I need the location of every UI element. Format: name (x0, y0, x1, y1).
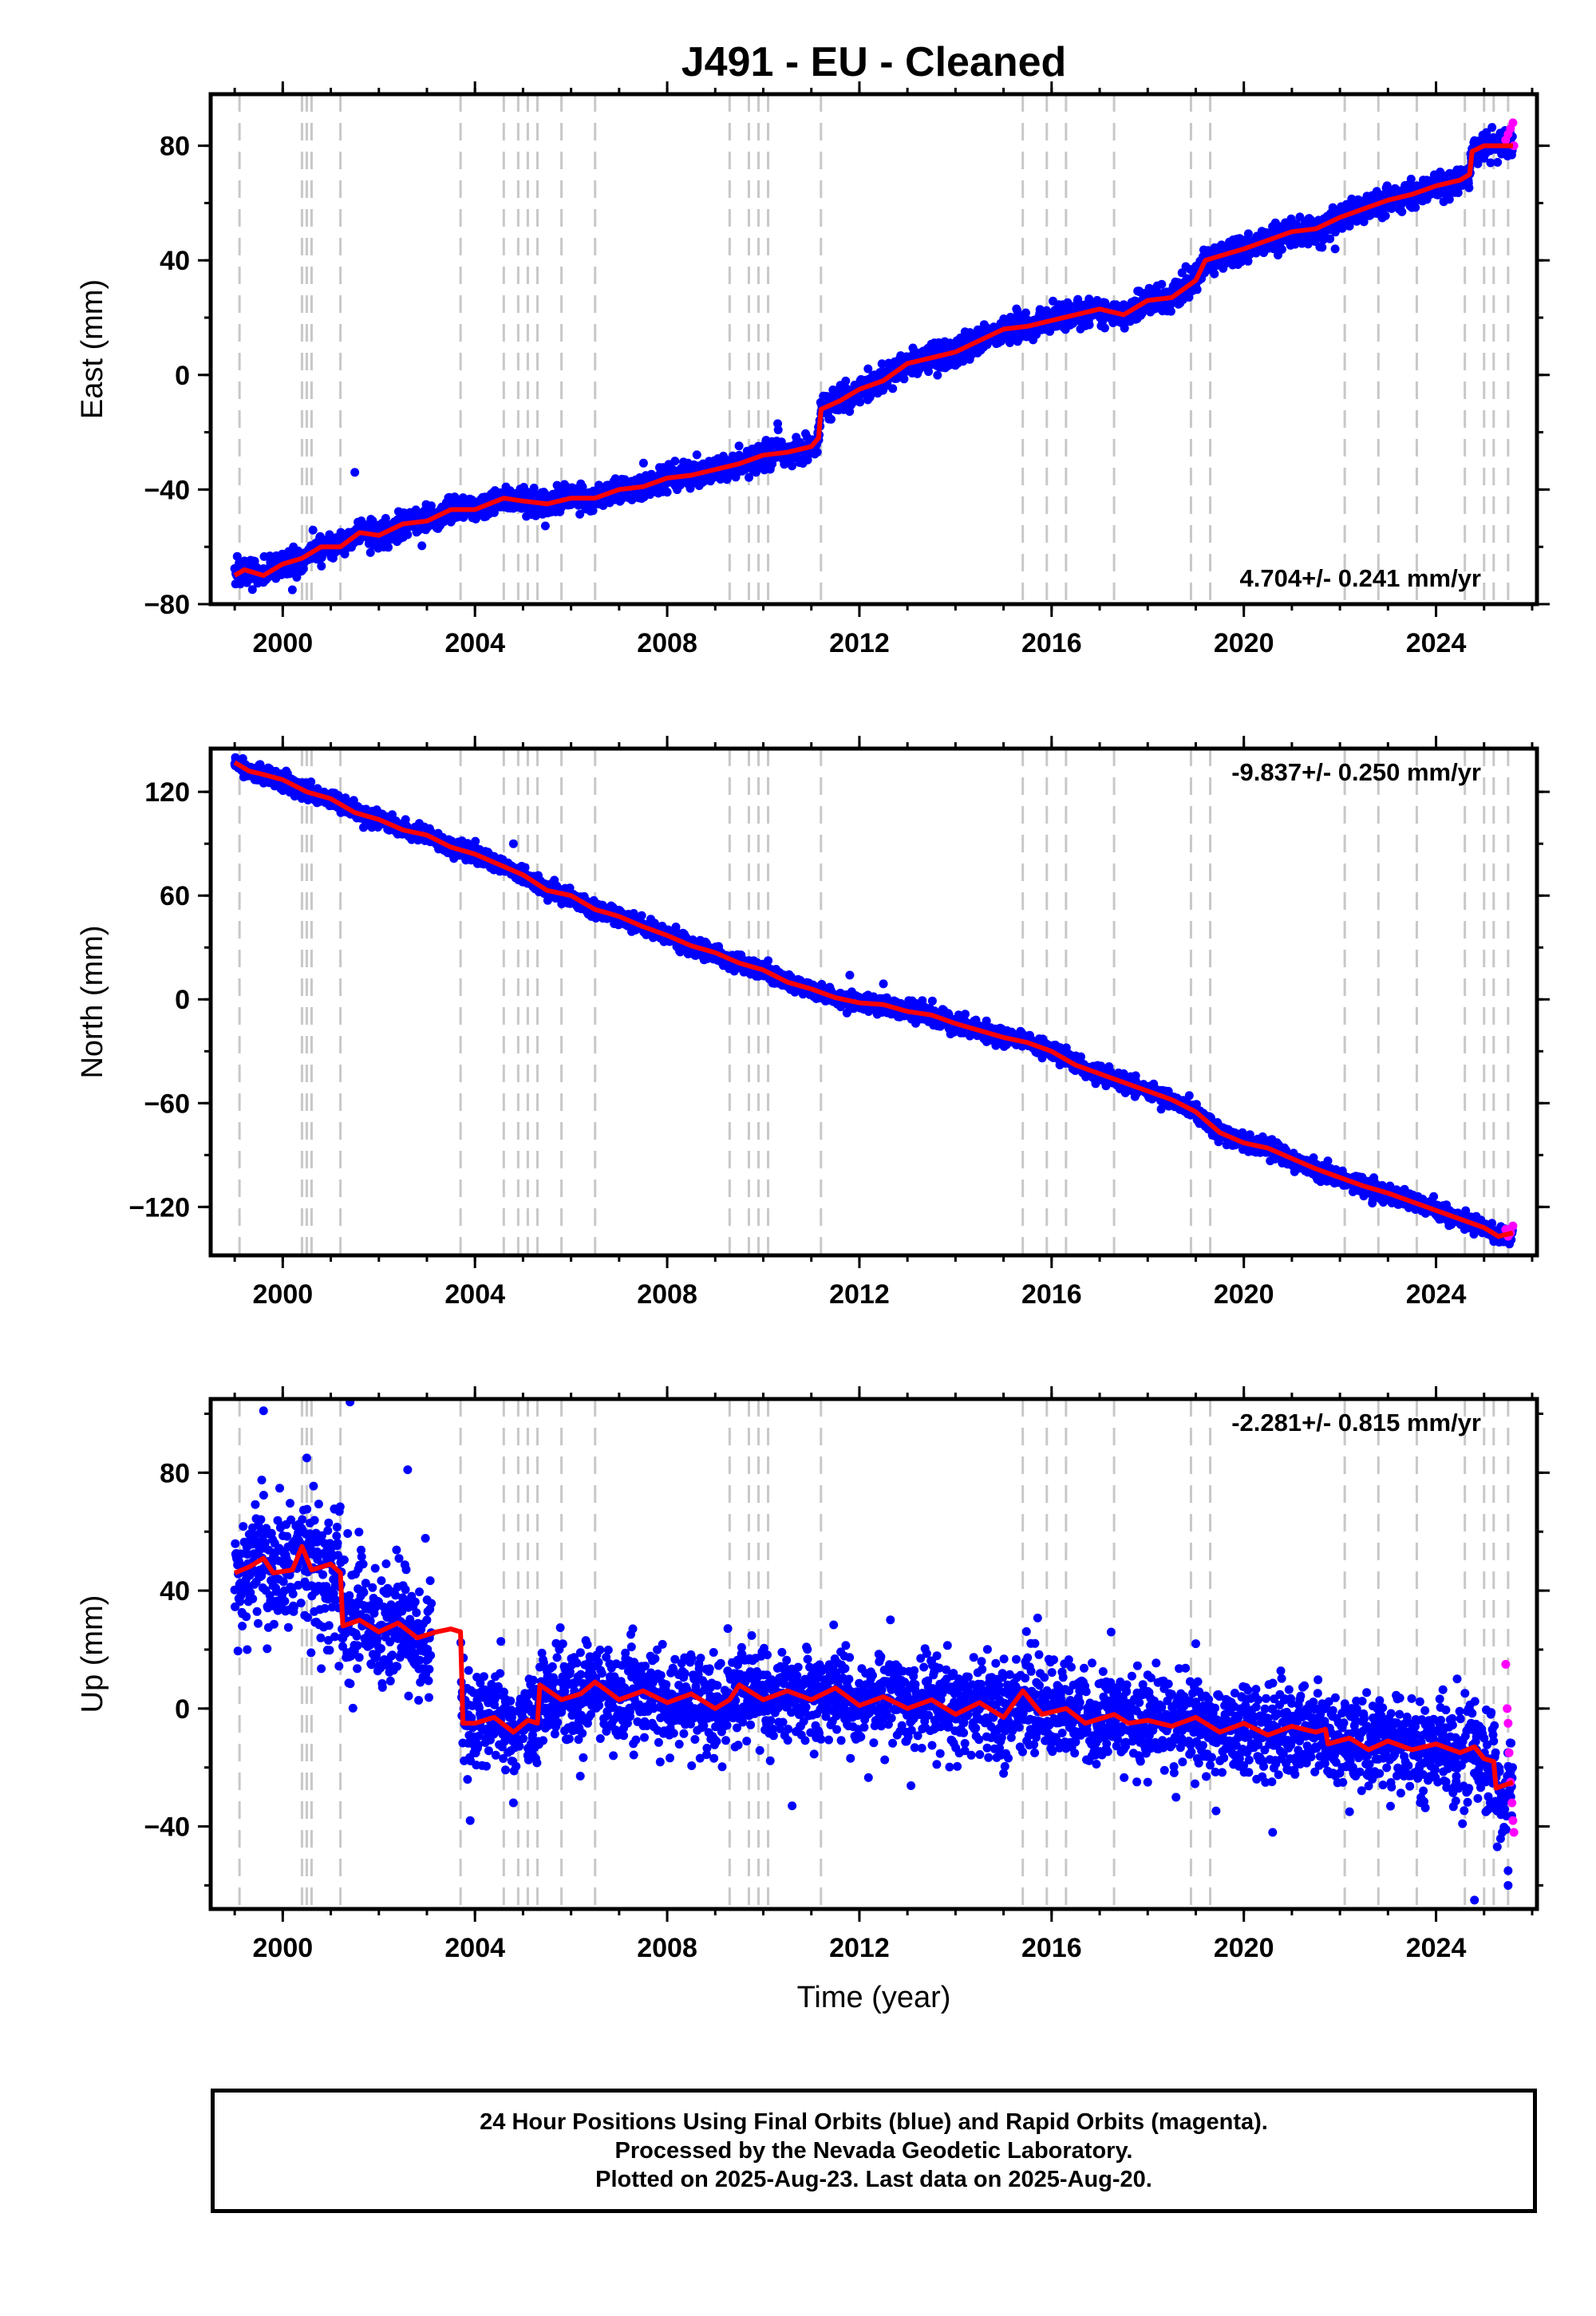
final-orbit-point (827, 414, 836, 424)
final-orbit-point (1278, 245, 1286, 254)
x-tick-label: 2000 (253, 628, 314, 658)
final-orbit-point (788, 461, 796, 471)
final-orbit-point (1100, 323, 1109, 333)
final-orbit-point (417, 541, 427, 551)
final-orbit-point (1210, 269, 1219, 279)
final-orbit-point (841, 376, 851, 385)
y-tick-label: 40 (160, 246, 190, 276)
y-tick-label: −80 (144, 590, 190, 620)
final-orbit-point (1359, 217, 1369, 227)
final-orbit-point (489, 508, 499, 517)
final-orbit-point (1411, 203, 1420, 212)
final-orbit-point (1318, 235, 1328, 244)
final-orbit-point (285, 569, 294, 579)
y-tick-label: −40 (144, 475, 190, 505)
final-orbit-point (1493, 157, 1503, 167)
x-tick-label: 2012 (829, 628, 890, 658)
final-orbit-point (723, 473, 733, 483)
final-orbit-point (1243, 256, 1253, 266)
final-orbit-outlier (350, 468, 360, 477)
y-tick-label: 80 (160, 132, 190, 162)
final-orbit-point (933, 370, 942, 380)
final-orbit-point (1166, 306, 1175, 316)
final-orbit-point (745, 472, 753, 482)
final-orbit-point (924, 367, 933, 377)
rapid-orbit-point (1508, 118, 1518, 128)
final-orbit-point (1157, 279, 1167, 289)
final-orbit-point (540, 521, 550, 531)
final-orbit-point (565, 883, 575, 893)
final-orbit-point (1325, 234, 1335, 243)
y-tick-label: 0 (175, 361, 190, 391)
final-orbit-point (1406, 174, 1416, 184)
x-tick-label: 2004 (444, 628, 505, 658)
final-orbit-point (877, 359, 887, 369)
final-orbit-point (899, 374, 909, 384)
final-orbit-point (1192, 285, 1202, 294)
final-orbit-point (1347, 194, 1357, 204)
panel-1: −80 −40 0 40 80 2000 2004 2008 2012 2016 2020 2024 E… (76, 81, 1550, 658)
final-orbit-point (812, 448, 822, 456)
final-orbit-point (637, 911, 646, 920)
final-orbit-point (365, 547, 375, 557)
final-orbit-point (403, 530, 413, 539)
final-orbit-points (230, 118, 1519, 595)
final-orbit-point (306, 777, 316, 787)
final-orbit-point (1005, 338, 1014, 347)
final-orbit-point (471, 836, 480, 846)
final-orbit-point (662, 488, 672, 497)
final-orbit-point (308, 525, 318, 535)
x-axis-label: Time (year) (797, 1981, 951, 2014)
final-orbit-point (247, 585, 257, 595)
final-orbit-point (1444, 195, 1454, 204)
final-orbit-point (1303, 239, 1313, 249)
final-orbit-point (1184, 293, 1194, 302)
final-orbit-point (888, 384, 898, 393)
final-orbit-point (1486, 158, 1495, 168)
y-axis-label: East (mm) (76, 279, 109, 419)
final-orbit-point (1487, 123, 1497, 132)
x-tick-label: 2008 (637, 628, 697, 658)
final-orbit-point (670, 456, 680, 466)
final-orbit-outlier (773, 419, 783, 429)
final-orbit-point (578, 482, 587, 492)
x-tick-label: 2016 (1021, 628, 1082, 658)
final-orbit-point (1317, 243, 1327, 252)
final-orbit-point (450, 492, 460, 502)
final-orbit-point (317, 561, 326, 571)
final-orbit-point (520, 863, 530, 872)
final-orbit-point (588, 506, 598, 516)
final-orbit-point (638, 458, 648, 468)
final-orbit-point (1084, 320, 1094, 330)
final-orbit-point (734, 441, 744, 451)
final-orbit-point (1453, 188, 1463, 197)
final-orbit-point (863, 364, 873, 373)
final-orbit-point (1473, 159, 1483, 168)
final-orbit-point (529, 484, 539, 492)
final-orbit-point (1345, 221, 1354, 231)
final-orbit-point (1243, 229, 1253, 239)
final-orbit-point (692, 450, 701, 460)
panel-frame (208, 92, 1539, 607)
final-orbit-outlier (287, 585, 297, 595)
chart-title: J491 - EU - Cleaned (681, 39, 1067, 85)
final-orbit-point (1021, 308, 1030, 318)
model-curve (233, 143, 1513, 579)
final-orbit-point (1120, 323, 1129, 333)
final-orbit-point (384, 543, 393, 552)
final-orbit-outlier (922, 347, 931, 357)
final-orbit-point (1397, 207, 1407, 216)
final-orbit-point (575, 509, 585, 519)
x-tick-label: 2024 (1406, 628, 1467, 658)
final-orbit-point (1464, 183, 1474, 192)
final-orbit-point (1381, 211, 1390, 220)
x-tick-label: 2020 (1214, 628, 1274, 658)
final-orbit-point (855, 397, 865, 407)
final-orbit-outlier (1330, 244, 1340, 254)
final-orbit-point (232, 551, 242, 561)
rate-label: 4.704+/- 0.241 mm/yr (1240, 564, 1481, 592)
